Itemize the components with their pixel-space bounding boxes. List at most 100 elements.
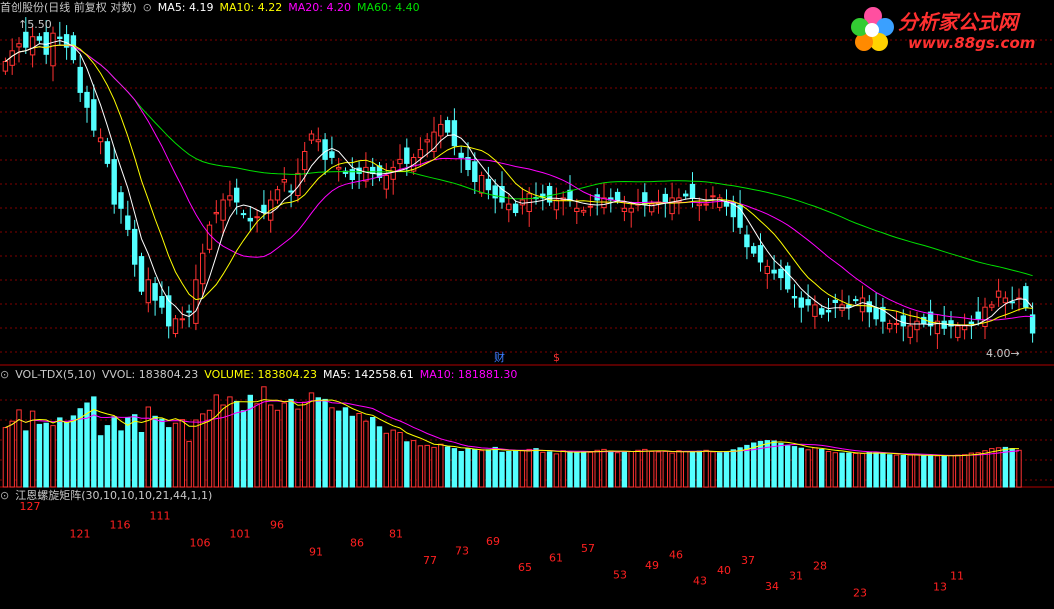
volume-bar [846,452,852,488]
volume-bar [295,408,301,488]
candle-body [417,149,424,159]
volume-bar [166,427,172,488]
volume-bar [825,451,832,488]
gann-value-label: 101 [230,528,251,541]
gann-value-label: 31 [789,570,803,583]
candle-body [499,186,505,203]
candle-body [29,36,36,56]
dividend-marker: $ [553,351,560,364]
candle-body [989,304,995,308]
gann-value-label: 37 [741,554,755,567]
volume-bar [281,402,288,488]
volume-bar [900,455,906,488]
candle-body [710,195,716,198]
volume-bar [472,448,478,488]
candle-body [438,123,444,137]
gann-value-label: 96 [270,519,284,532]
toggle-icon[interactable]: ⊙ [0,489,10,502]
candle-body [955,325,961,338]
gann-value-label: 116 [110,519,131,532]
candle-body [261,204,267,214]
volume-label: VOLUME: 183804.23 [204,368,317,381]
candle-body [458,152,464,158]
gann-value-label: 73 [455,544,469,557]
candle-body [805,299,811,306]
candle-body [744,234,750,248]
logo-name: 分析家公式网 [898,10,1018,34]
candle-body [370,166,376,174]
volume-bar [1016,449,1022,488]
volume-bar [363,420,369,488]
stock-title: 首创股份(日线 前复权 对数) [0,1,137,14]
volume-bar [853,453,859,488]
candle-body [308,133,315,141]
candle-body [968,321,975,325]
candle-body [853,299,859,302]
volume-bar [744,444,750,488]
volume-bar [723,451,730,488]
ma60-line [5,44,1033,277]
toggle-icon[interactable]: ⊙ [0,368,10,381]
volume-bar [519,450,526,488]
volume-bar [63,421,70,488]
candle-body [247,217,254,222]
volume-bar [193,419,199,488]
candle-body [580,209,587,213]
candle-body [57,36,63,39]
candle-body [859,297,866,313]
volume-bar [91,396,97,488]
volume-bar [662,451,668,488]
gann-value-label: 69 [486,535,500,548]
volume-bar [36,423,43,488]
gann-value-label: 91 [309,546,323,559]
candle-body [152,283,158,301]
candle-body [798,297,804,308]
volume-bar [567,451,573,488]
volume-bar [329,407,335,488]
volume-bar [546,451,553,488]
volume-bar [370,417,376,488]
volume-bar [302,401,308,488]
candle-body [880,306,886,322]
volume-bar [485,449,492,488]
volume-bar [778,442,784,488]
candle-body [404,147,410,164]
volume-bar [655,451,662,488]
candle-body [465,157,471,170]
finance-marker: 财 [494,350,505,364]
candle-body [23,31,29,48]
volume-bar [9,420,15,488]
volume-bar [220,404,226,488]
volume-bar [23,430,29,488]
candle-body [649,203,655,213]
volume-bar [642,448,648,488]
price-low-label: 4.00→ [986,347,1020,360]
volume-bar [710,451,716,488]
volume-bar [458,451,464,488]
candle-body [785,265,791,290]
candle-body [111,159,117,205]
gann-value-label: 111 [150,510,171,523]
candle-body [669,197,675,215]
candle-body [50,32,56,67]
volume-bar [669,452,675,488]
candle-body [206,224,213,250]
volume-bar [730,449,736,488]
gann-value-label: 86 [350,537,364,550]
volume-bar [104,425,111,488]
candle-body [104,141,111,164]
volume-bar [703,449,709,488]
volume-bar [717,452,723,488]
volume-bar [696,450,702,488]
candle-body [914,320,920,331]
volume-bar [57,417,63,488]
volume-bar [737,447,743,488]
volume-bar [288,398,294,488]
volume-bar [492,446,498,488]
volume-bar [404,441,410,488]
candle-body [846,304,852,308]
toggle-icon[interactable]: ⊙ [142,1,152,14]
candle-body [689,183,696,199]
candle-body [737,204,743,228]
